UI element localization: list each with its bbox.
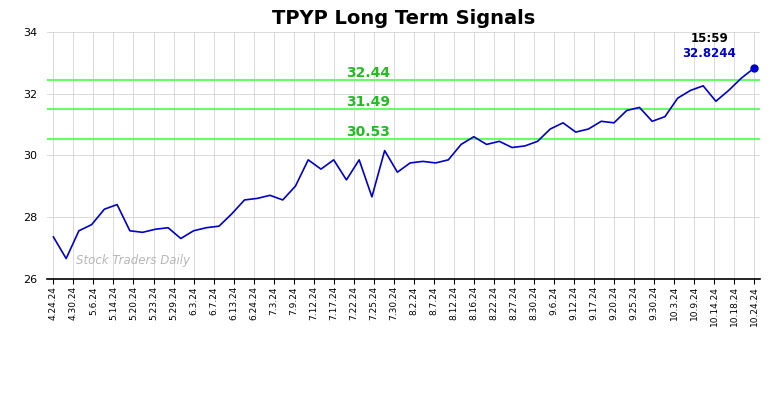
Text: 32.8244: 32.8244	[683, 47, 736, 60]
Text: 15:59: 15:59	[691, 32, 728, 45]
Text: Stock Traders Daily: Stock Traders Daily	[75, 254, 190, 267]
Title: TPYP Long Term Signals: TPYP Long Term Signals	[272, 8, 535, 27]
Text: 31.49: 31.49	[346, 96, 390, 109]
Text: 30.53: 30.53	[346, 125, 390, 139]
Text: 32.44: 32.44	[346, 66, 390, 80]
